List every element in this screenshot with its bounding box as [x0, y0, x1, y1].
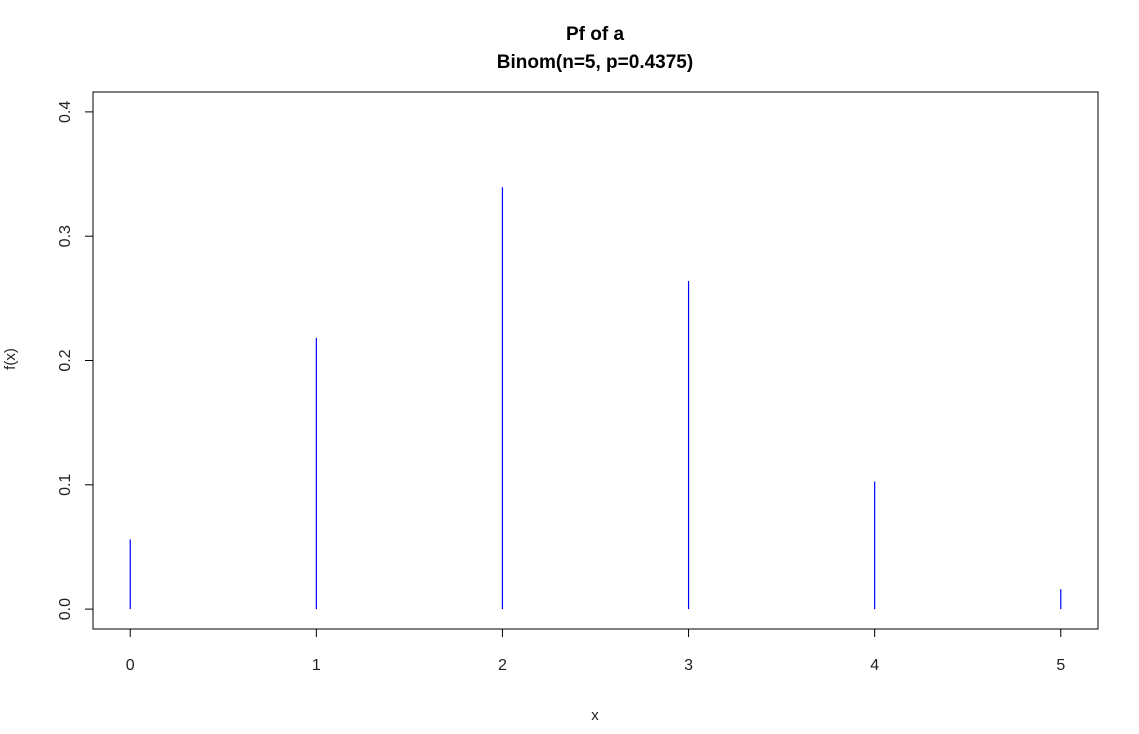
- y-tick-label: 0.4: [57, 101, 74, 123]
- chart-title-line-1: Pf of a: [566, 24, 624, 45]
- x-tick-label: 3: [684, 657, 693, 674]
- x-tick-label: 1: [312, 657, 321, 674]
- y-axis: 0.0 0.1 0.2 0.3 0.4: [57, 101, 93, 620]
- x-tick-label: 4: [870, 657, 879, 674]
- chart-title-line-2: Binom(n=5, p=0.4375): [497, 52, 693, 73]
- y-axis-label: f(x): [2, 348, 19, 370]
- x-tick-label: 2: [498, 657, 507, 674]
- x-axis: 0 1 2 3 4 5: [126, 629, 1065, 674]
- y-tick-label: 0.3: [57, 225, 74, 247]
- x-tick-label: 5: [1056, 657, 1065, 674]
- y-tick-label: 0.0: [57, 598, 74, 620]
- x-axis-label: x: [591, 707, 599, 724]
- x-tick-label: 0: [126, 657, 135, 674]
- y-tick-label: 0.2: [57, 349, 74, 371]
- spike-series: [129, 187, 1062, 610]
- y-tick-label: 0.1: [57, 474, 74, 496]
